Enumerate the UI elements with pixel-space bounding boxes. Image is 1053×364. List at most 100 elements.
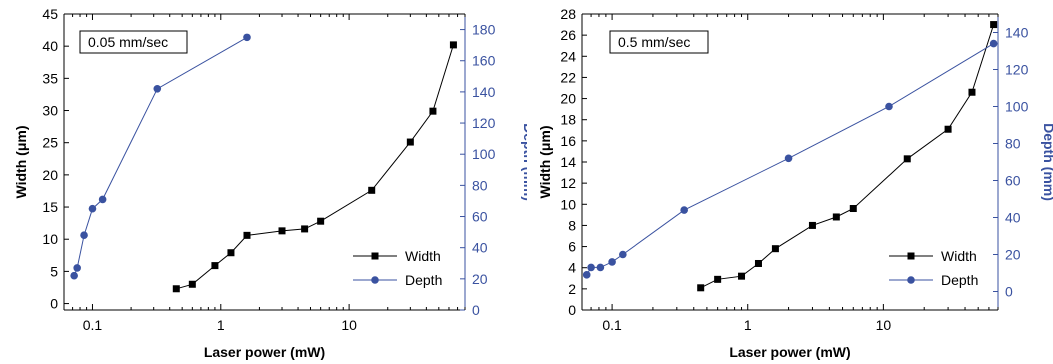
y2-tick-label: 40 — [472, 240, 488, 256]
y-tick-label: 5 — [50, 263, 58, 279]
x-axis-label: Laser power (mW) — [204, 344, 325, 360]
legend-marker-width — [907, 252, 915, 260]
data-point-width — [188, 280, 196, 288]
y2-tick-label: 40 — [1005, 210, 1021, 226]
data-point-width — [738, 272, 746, 280]
annotation-box — [609, 30, 709, 54]
data-point-depth — [608, 258, 616, 266]
data-point-width — [944, 125, 952, 133]
data-point-depth — [596, 263, 605, 272]
data-point-depth — [153, 84, 162, 93]
data-point-width — [406, 138, 414, 146]
y-tick-label: 28 — [560, 6, 576, 22]
data-point-depth — [885, 102, 893, 111]
data-point-width — [172, 285, 180, 293]
y-tick-label: 15 — [42, 199, 58, 215]
data-point-width — [301, 225, 309, 233]
y2-tick-label: 160 — [472, 53, 496, 69]
y2-axis-label: Depth (mm) — [521, 123, 527, 201]
y-tick-label: 24 — [560, 48, 576, 64]
y2-axis-label: Depth (mm) — [1041, 123, 1053, 201]
x-tick-label: 1 — [744, 317, 752, 333]
x-tick-label: 0.1 — [83, 317, 103, 333]
y2-tick-label: 80 — [1005, 136, 1021, 152]
y2-tick-label: 0 — [1005, 284, 1013, 300]
legend-label-depth: Depth — [941, 272, 978, 288]
chart-left-0-05: 0 5 10 15 20 25 30 35 40 45 0 20 40 60 80 100 120 140 160 1… — [13, 6, 527, 360]
legend-label-depth: Depth — [405, 272, 442, 288]
y2-tick-label: 60 — [1005, 173, 1021, 189]
y-tick-label: 45 — [42, 6, 58, 22]
data-point-width — [449, 41, 457, 49]
y-tick-label: 30 — [42, 103, 58, 119]
x-tick-label: 1 — [217, 317, 225, 333]
data-point-depth — [989, 39, 998, 48]
y-tick-label: 16 — [560, 133, 576, 149]
y2-tick-label: 80 — [472, 177, 488, 193]
data-point-depth — [619, 250, 627, 259]
y-tick-label: 35 — [42, 70, 58, 86]
y2-tick-label: 100 — [472, 146, 496, 162]
series-line-width — [700, 24, 995, 289]
y2-tick-label: 20 — [472, 271, 488, 287]
data-point-width — [754, 259, 762, 267]
y-axis-label: Width (μm) — [537, 126, 553, 199]
y2-tick-label: 20 — [1005, 247, 1021, 263]
y2-tick-label: 0 — [472, 302, 480, 318]
data-point-width — [227, 249, 235, 257]
legend-label-width: Width — [941, 248, 977, 264]
y2-tick-label: 120 — [472, 115, 496, 131]
annotation-box — [79, 30, 188, 54]
x-tick-label: 0.1 — [602, 317, 622, 333]
data-point-width — [211, 262, 219, 270]
data-point-depth — [88, 204, 97, 213]
y-tick-label: 10 — [42, 231, 58, 247]
y-tick-label: 20 — [42, 167, 58, 183]
data-point-width — [368, 186, 376, 194]
data-point-width — [832, 213, 840, 221]
data-point-width — [968, 88, 976, 96]
x-axis-label: Laser power (mW) — [729, 344, 850, 360]
data-point-width — [317, 217, 325, 225]
legend-marker-depth — [907, 276, 915, 284]
annotation-label: 0.5 mm/sec — [618, 34, 690, 50]
data-point-width — [990, 21, 998, 29]
y-tick-label: 10 — [560, 196, 576, 212]
x-tick-label: 10 — [341, 317, 357, 333]
data-point-width — [243, 231, 251, 239]
series-line-depth — [73, 36, 248, 276]
y2-tick-label: 140 — [472, 84, 496, 100]
data-point-width — [714, 275, 722, 283]
y-tick-label: 8 — [568, 217, 576, 233]
data-point-depth — [80, 231, 88, 240]
y-tick-label: 26 — [560, 27, 576, 43]
y-tick-label: 14 — [560, 154, 576, 170]
y-tick-label: 22 — [560, 69, 576, 85]
y-tick-label: 2 — [568, 281, 576, 297]
data-point-width — [808, 221, 816, 229]
y2-tick-label: 180 — [472, 22, 496, 38]
y2-tick-label: 100 — [1005, 99, 1029, 115]
data-point-width — [903, 155, 911, 163]
y-tick-label: 25 — [42, 135, 58, 151]
y2-tick-label: 140 — [1005, 25, 1029, 41]
data-point-depth — [98, 195, 107, 204]
chart-right-0-5: 0246810121416182022242628020406080100120… — [537, 6, 1053, 360]
y-axis-label: Width (μm) — [13, 126, 29, 199]
data-point-depth — [73, 264, 81, 272]
y-tick-label: 4 — [568, 260, 576, 276]
y-tick-label: 12 — [560, 175, 576, 191]
data-point-width — [697, 284, 705, 292]
data-point-depth — [587, 263, 595, 272]
data-point-depth — [243, 33, 251, 42]
data-point-depth — [680, 206, 688, 214]
y-tick-label: 40 — [42, 38, 58, 54]
data-point-depth — [70, 271, 78, 280]
x-tick-label: 10 — [876, 317, 892, 333]
y2-tick-label: 60 — [472, 209, 488, 225]
y-tick-label: 0 — [568, 302, 576, 318]
legend-marker-depth — [371, 276, 379, 284]
series-line-width — [176, 44, 454, 290]
data-point-width — [429, 107, 437, 115]
